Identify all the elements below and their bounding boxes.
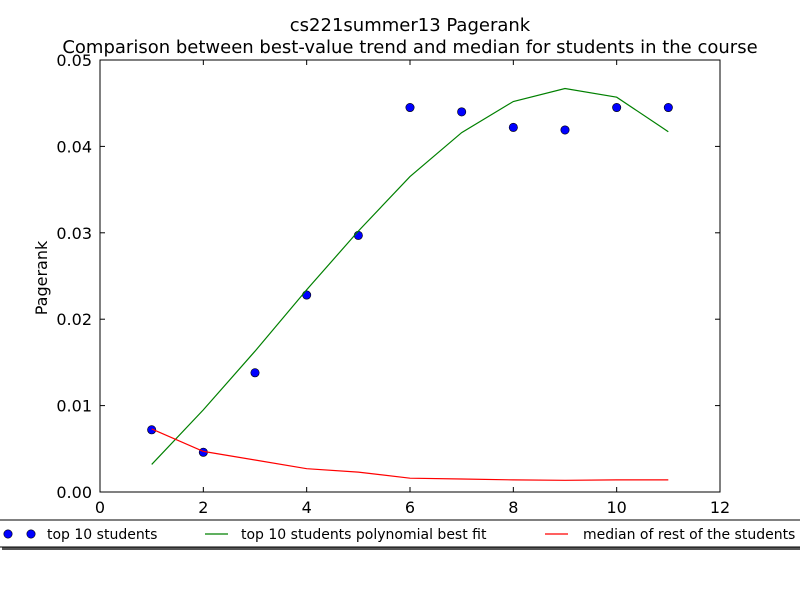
chart-title: cs221summer13 Pagerank (290, 15, 531, 36)
legend-marker (26, 529, 36, 539)
x-tick-label: 2 (198, 498, 208, 517)
x-tick-label: 6 (405, 498, 415, 517)
y-tick-label: 0.00 (56, 483, 92, 502)
legend-label: top 10 students (47, 527, 157, 543)
data-point (405, 103, 415, 113)
plot-frame (99, 59, 721, 493)
data-point (147, 425, 157, 435)
data-point (508, 122, 518, 132)
data-point (302, 290, 312, 300)
data-point (663, 103, 673, 113)
y-tick-label: 0.04 (56, 137, 92, 156)
y-tick-label: 0.05 (56, 51, 92, 70)
legend-label: median of rest of the students (583, 527, 795, 543)
data-point (612, 103, 622, 113)
y-tick-label: 0.03 (56, 224, 92, 243)
data-point (560, 125, 570, 135)
data-point (353, 230, 363, 240)
y-axis-label: Pagerank (32, 240, 51, 315)
series-line-2 (151, 428, 669, 481)
legend-label: top 10 students polynomial best fit (241, 527, 487, 543)
legend-marker (3, 529, 13, 539)
chart-subtitle: Comparison between best-value trend and … (62, 37, 757, 58)
plot-area: 0 2 4 6 8 10 12 0.00 0.01 0.02 0.03 0.04 0.05 (56, 51, 730, 517)
data-point (250, 368, 260, 378)
x-tick-label: 4 (302, 498, 312, 517)
x-tick-label: 10 (606, 498, 626, 517)
legend-box (0, 519, 800, 548)
x-tick-label: 12 (710, 498, 730, 517)
x-tick-label: 0 (95, 498, 105, 517)
y-tick-label: 0.01 (56, 397, 92, 416)
series-line-1 (151, 87, 669, 465)
legend: top 10 students top 10 students polynomia… (0, 519, 800, 550)
y-tick-label: 0.02 (56, 310, 92, 329)
data-point (457, 107, 467, 117)
x-tick-label: 8 (508, 498, 518, 517)
